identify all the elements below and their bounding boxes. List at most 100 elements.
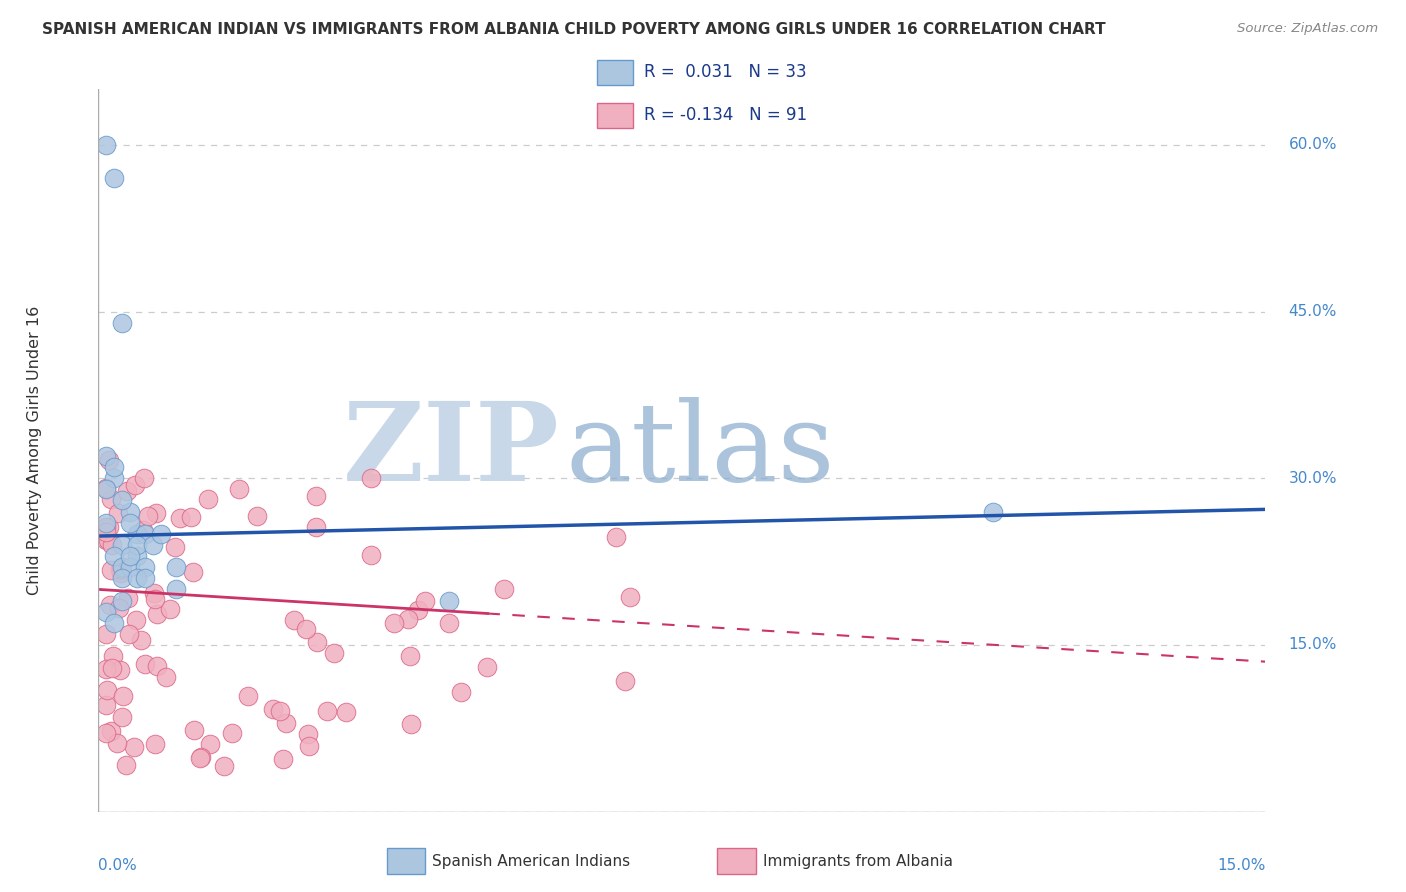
Point bbox=[96, 726, 118, 740]
Point bbox=[360, 471, 382, 485]
Point bbox=[96, 483, 118, 497]
Point bbox=[236, 689, 259, 703]
Text: 60.0%: 60.0% bbox=[1289, 137, 1337, 153]
Point bbox=[305, 520, 328, 534]
Point bbox=[127, 549, 149, 563]
Point bbox=[110, 562, 132, 576]
Point bbox=[101, 661, 124, 675]
Text: 0.0%: 0.0% bbox=[98, 858, 138, 873]
Point bbox=[96, 449, 118, 463]
Point bbox=[111, 710, 134, 724]
Point bbox=[108, 664, 131, 678]
Point bbox=[450, 685, 472, 699]
Point bbox=[129, 632, 152, 647]
Text: SPANISH AMERICAN INDIAN VS IMMIGRANTS FROM ALBANIA CHILD POVERTY AMONG GIRLS UND: SPANISH AMERICAN INDIAN VS IMMIGRANTS FR… bbox=[42, 22, 1105, 37]
Point bbox=[111, 493, 134, 508]
Point bbox=[111, 571, 134, 585]
Bar bbox=[387, 848, 425, 874]
Point bbox=[614, 674, 637, 689]
Point bbox=[103, 171, 125, 186]
Point bbox=[398, 649, 420, 664]
Point bbox=[115, 758, 138, 772]
Point bbox=[269, 704, 291, 718]
Point bbox=[165, 541, 187, 555]
Text: ZIP: ZIP bbox=[343, 397, 560, 504]
Point bbox=[165, 560, 187, 574]
Point bbox=[274, 716, 297, 731]
Point bbox=[100, 563, 122, 577]
Point bbox=[221, 726, 243, 740]
Point bbox=[143, 585, 166, 599]
Point bbox=[169, 510, 191, 524]
Bar bbox=[598, 60, 633, 85]
Point bbox=[382, 615, 405, 630]
Text: Spanish American Indians: Spanish American Indians bbox=[433, 854, 630, 869]
Point bbox=[305, 635, 328, 649]
Point bbox=[101, 538, 124, 552]
Point bbox=[305, 489, 328, 503]
Text: Immigrants from Albania: Immigrants from Albania bbox=[762, 854, 953, 869]
Point bbox=[96, 481, 118, 495]
Point bbox=[117, 591, 139, 606]
Text: R =  0.031   N = 33: R = 0.031 N = 33 bbox=[644, 62, 807, 81]
Point bbox=[136, 508, 159, 523]
Point bbox=[107, 506, 129, 520]
Point bbox=[134, 571, 156, 585]
Point bbox=[228, 483, 250, 497]
Point bbox=[111, 593, 134, 607]
Point bbox=[125, 613, 148, 627]
Point bbox=[127, 526, 149, 541]
Point bbox=[399, 716, 422, 731]
Point bbox=[142, 538, 165, 552]
Point bbox=[132, 471, 155, 485]
Point bbox=[437, 593, 460, 607]
Point bbox=[118, 516, 141, 530]
Point bbox=[96, 627, 118, 641]
Point bbox=[118, 505, 141, 519]
Point bbox=[96, 662, 118, 676]
Point bbox=[103, 648, 125, 663]
Point bbox=[145, 607, 167, 621]
Bar bbox=[598, 103, 633, 128]
Point bbox=[155, 670, 177, 684]
Text: 45.0%: 45.0% bbox=[1289, 304, 1337, 319]
Point bbox=[437, 615, 460, 630]
Point bbox=[111, 690, 134, 704]
Text: R = -0.134   N = 91: R = -0.134 N = 91 bbox=[644, 105, 807, 124]
Point bbox=[111, 316, 134, 330]
Point bbox=[127, 571, 149, 585]
Point bbox=[96, 520, 118, 534]
Point bbox=[246, 508, 269, 523]
Point bbox=[96, 533, 118, 548]
Point bbox=[118, 560, 141, 574]
Point bbox=[273, 752, 295, 766]
Point bbox=[96, 682, 118, 697]
Point bbox=[111, 538, 134, 552]
Point bbox=[619, 591, 641, 605]
Point bbox=[159, 602, 181, 616]
Point bbox=[96, 525, 118, 540]
Text: 30.0%: 30.0% bbox=[1289, 471, 1337, 486]
Point bbox=[134, 657, 156, 672]
Point bbox=[295, 623, 318, 637]
Point bbox=[96, 605, 118, 619]
Point bbox=[100, 724, 122, 739]
Point bbox=[297, 727, 319, 741]
Point bbox=[124, 477, 146, 491]
Point bbox=[198, 737, 221, 751]
Point bbox=[298, 739, 321, 754]
Text: 15.0%: 15.0% bbox=[1218, 858, 1265, 873]
Text: atlas: atlas bbox=[565, 397, 835, 504]
Point bbox=[146, 659, 169, 673]
Point bbox=[212, 758, 235, 772]
Point bbox=[335, 705, 357, 719]
Point bbox=[98, 520, 121, 534]
Point bbox=[122, 740, 145, 755]
Point bbox=[103, 460, 125, 475]
Point bbox=[127, 538, 149, 552]
Point bbox=[413, 593, 436, 607]
Point bbox=[103, 471, 125, 485]
Point bbox=[360, 548, 382, 562]
Point bbox=[197, 492, 219, 507]
Point bbox=[134, 526, 156, 541]
